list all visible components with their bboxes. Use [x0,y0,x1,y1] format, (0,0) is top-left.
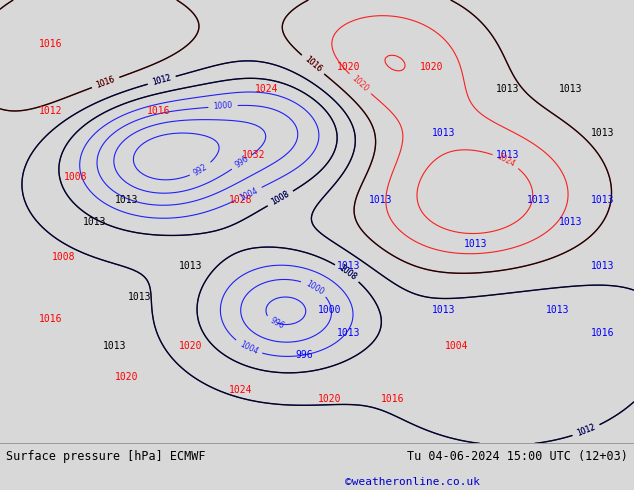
Text: 1016: 1016 [146,106,171,116]
Text: 1020: 1020 [419,62,443,72]
Text: 1024: 1024 [229,385,253,395]
Text: 996: 996 [295,350,313,360]
Text: 1008: 1008 [270,190,291,207]
Text: 1013: 1013 [368,195,392,204]
Text: 1004: 1004 [444,341,469,351]
Text: 1013: 1013 [590,195,614,204]
Text: 1013: 1013 [432,305,456,316]
Text: 1024: 1024 [495,152,517,169]
Text: 1013: 1013 [102,341,126,351]
Text: 1016: 1016 [95,75,116,90]
Text: 1013: 1013 [590,261,614,271]
Text: 1013: 1013 [463,239,488,249]
Text: 1012: 1012 [576,423,597,438]
Text: 1016: 1016 [95,75,116,90]
Text: 1012: 1012 [152,74,172,87]
Text: 1016: 1016 [39,39,63,49]
Text: 1013: 1013 [590,128,614,138]
Text: 992: 992 [192,162,209,177]
Text: 1013: 1013 [559,84,583,94]
Text: 1020: 1020 [318,394,342,404]
Text: 1016: 1016 [381,394,405,404]
Text: 1013: 1013 [127,292,152,302]
Text: 1008: 1008 [337,264,358,282]
Text: 1013: 1013 [337,261,361,271]
Text: 996: 996 [233,154,250,170]
Text: 1013: 1013 [527,195,551,204]
Text: 1013: 1013 [559,217,583,227]
Text: 1012: 1012 [576,423,597,438]
Text: 1013: 1013 [495,84,519,94]
Text: 1032: 1032 [242,150,266,160]
Text: 1013: 1013 [115,195,139,204]
Text: 1024: 1024 [254,84,278,94]
Text: 1008: 1008 [270,190,291,207]
Text: 1008: 1008 [51,252,75,262]
Text: 1020: 1020 [350,74,370,94]
Text: 1028: 1028 [229,195,253,204]
Text: 1020: 1020 [337,62,361,72]
Text: 1012: 1012 [152,74,172,87]
Text: 1013: 1013 [337,328,361,338]
Text: 1000: 1000 [318,305,342,316]
Text: 1016: 1016 [302,55,323,74]
Text: 1020: 1020 [178,341,202,351]
Text: 1016: 1016 [302,55,323,74]
Text: 1013: 1013 [178,261,202,271]
Text: 1012: 1012 [39,106,63,116]
Text: 1000: 1000 [213,101,233,111]
Text: 1008: 1008 [337,264,358,282]
Text: 1013: 1013 [495,150,519,160]
Text: 1016: 1016 [39,314,63,324]
Text: 1004: 1004 [238,186,259,202]
Text: 1000: 1000 [304,279,325,296]
Text: 1013: 1013 [432,128,456,138]
Text: 1013: 1013 [83,217,107,227]
Text: 1008: 1008 [64,172,88,182]
Text: 1013: 1013 [546,305,570,316]
Text: 1004: 1004 [238,340,259,356]
Text: 1016: 1016 [590,328,614,338]
Text: ©weatheronline.co.uk: ©weatheronline.co.uk [345,477,479,487]
Text: 1020: 1020 [115,372,139,382]
Text: 996: 996 [269,316,286,331]
Text: Tu 04-06-2024 15:00 UTC (12+03): Tu 04-06-2024 15:00 UTC (12+03) [407,450,628,463]
Text: Surface pressure [hPa] ECMWF: Surface pressure [hPa] ECMWF [6,450,206,463]
